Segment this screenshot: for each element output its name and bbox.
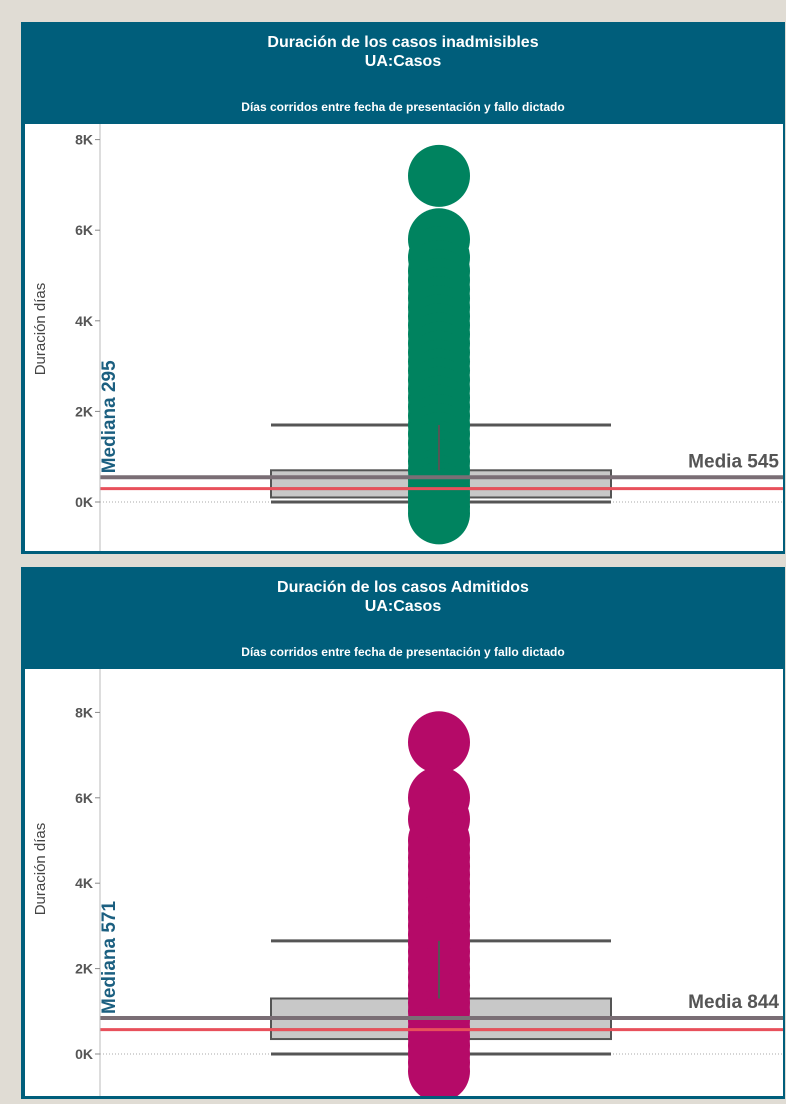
chart-title: Duración de los casos Admitidos xyxy=(277,579,529,596)
data-point xyxy=(408,482,470,545)
y-axis-label: Duración días xyxy=(32,823,49,916)
plot-area: 0K 2K 4K 6K 8K Duración días Mediana 571 Med… xyxy=(25,669,783,1096)
y-tick-label: 2K xyxy=(75,961,93,977)
y-tick-label: 0K xyxy=(75,494,93,510)
chart-subtitle: UA:Casos xyxy=(364,53,442,70)
data-point xyxy=(408,144,470,207)
chart-title: Duración de los casos inadmisibles xyxy=(267,34,539,51)
y-tick-label: 4K xyxy=(75,875,93,891)
chart-svg: 0K 2K 4K 6K 8K Duración días Mediana 295 Med… xyxy=(32,124,783,551)
panel-header: Duración de los casos inadmisibles UA:Ca… xyxy=(21,22,785,124)
chart-caption: Días corridos entre fecha de presentació… xyxy=(241,100,565,114)
plot-area: 0K 2K 4K 6K 8K Duración días Mediana 295 Med… xyxy=(25,124,783,551)
y-tick-label: 8K xyxy=(75,704,93,720)
mean-label: Media 844 xyxy=(688,992,779,1013)
data-point xyxy=(408,1040,470,1096)
data-point xyxy=(408,711,470,774)
chart-panel-inadmisibles: Duración de los casos inadmisibles UA:Ca… xyxy=(21,22,785,554)
panel-header: Duración de los casos Admitidos UA:Casos… xyxy=(21,567,785,669)
chart-caption: Días corridos entre fecha de presentació… xyxy=(241,645,565,659)
y-tick-label: 4K xyxy=(75,313,93,329)
y-tick-label: 6K xyxy=(75,222,93,238)
y-tick-label: 6K xyxy=(75,790,93,806)
y-tick-label: 8K xyxy=(75,132,93,148)
chart-subtitle: UA:Casos xyxy=(364,598,442,615)
y-axis-label: Duración días xyxy=(32,283,49,376)
y-tick-label: 0K xyxy=(75,1046,93,1062)
chart-panel-admitidos: Duración de los casos Admitidos UA:Casos… xyxy=(21,567,785,1099)
mean-label: Media 545 xyxy=(688,451,779,472)
median-label: Mediana 295 xyxy=(99,360,120,473)
y-tick-label: 2K xyxy=(75,403,93,419)
chart-svg: 0K 2K 4K 6K 8K Duración días Mediana 571 Med… xyxy=(32,669,783,1096)
median-label: Mediana 571 xyxy=(99,901,120,1014)
